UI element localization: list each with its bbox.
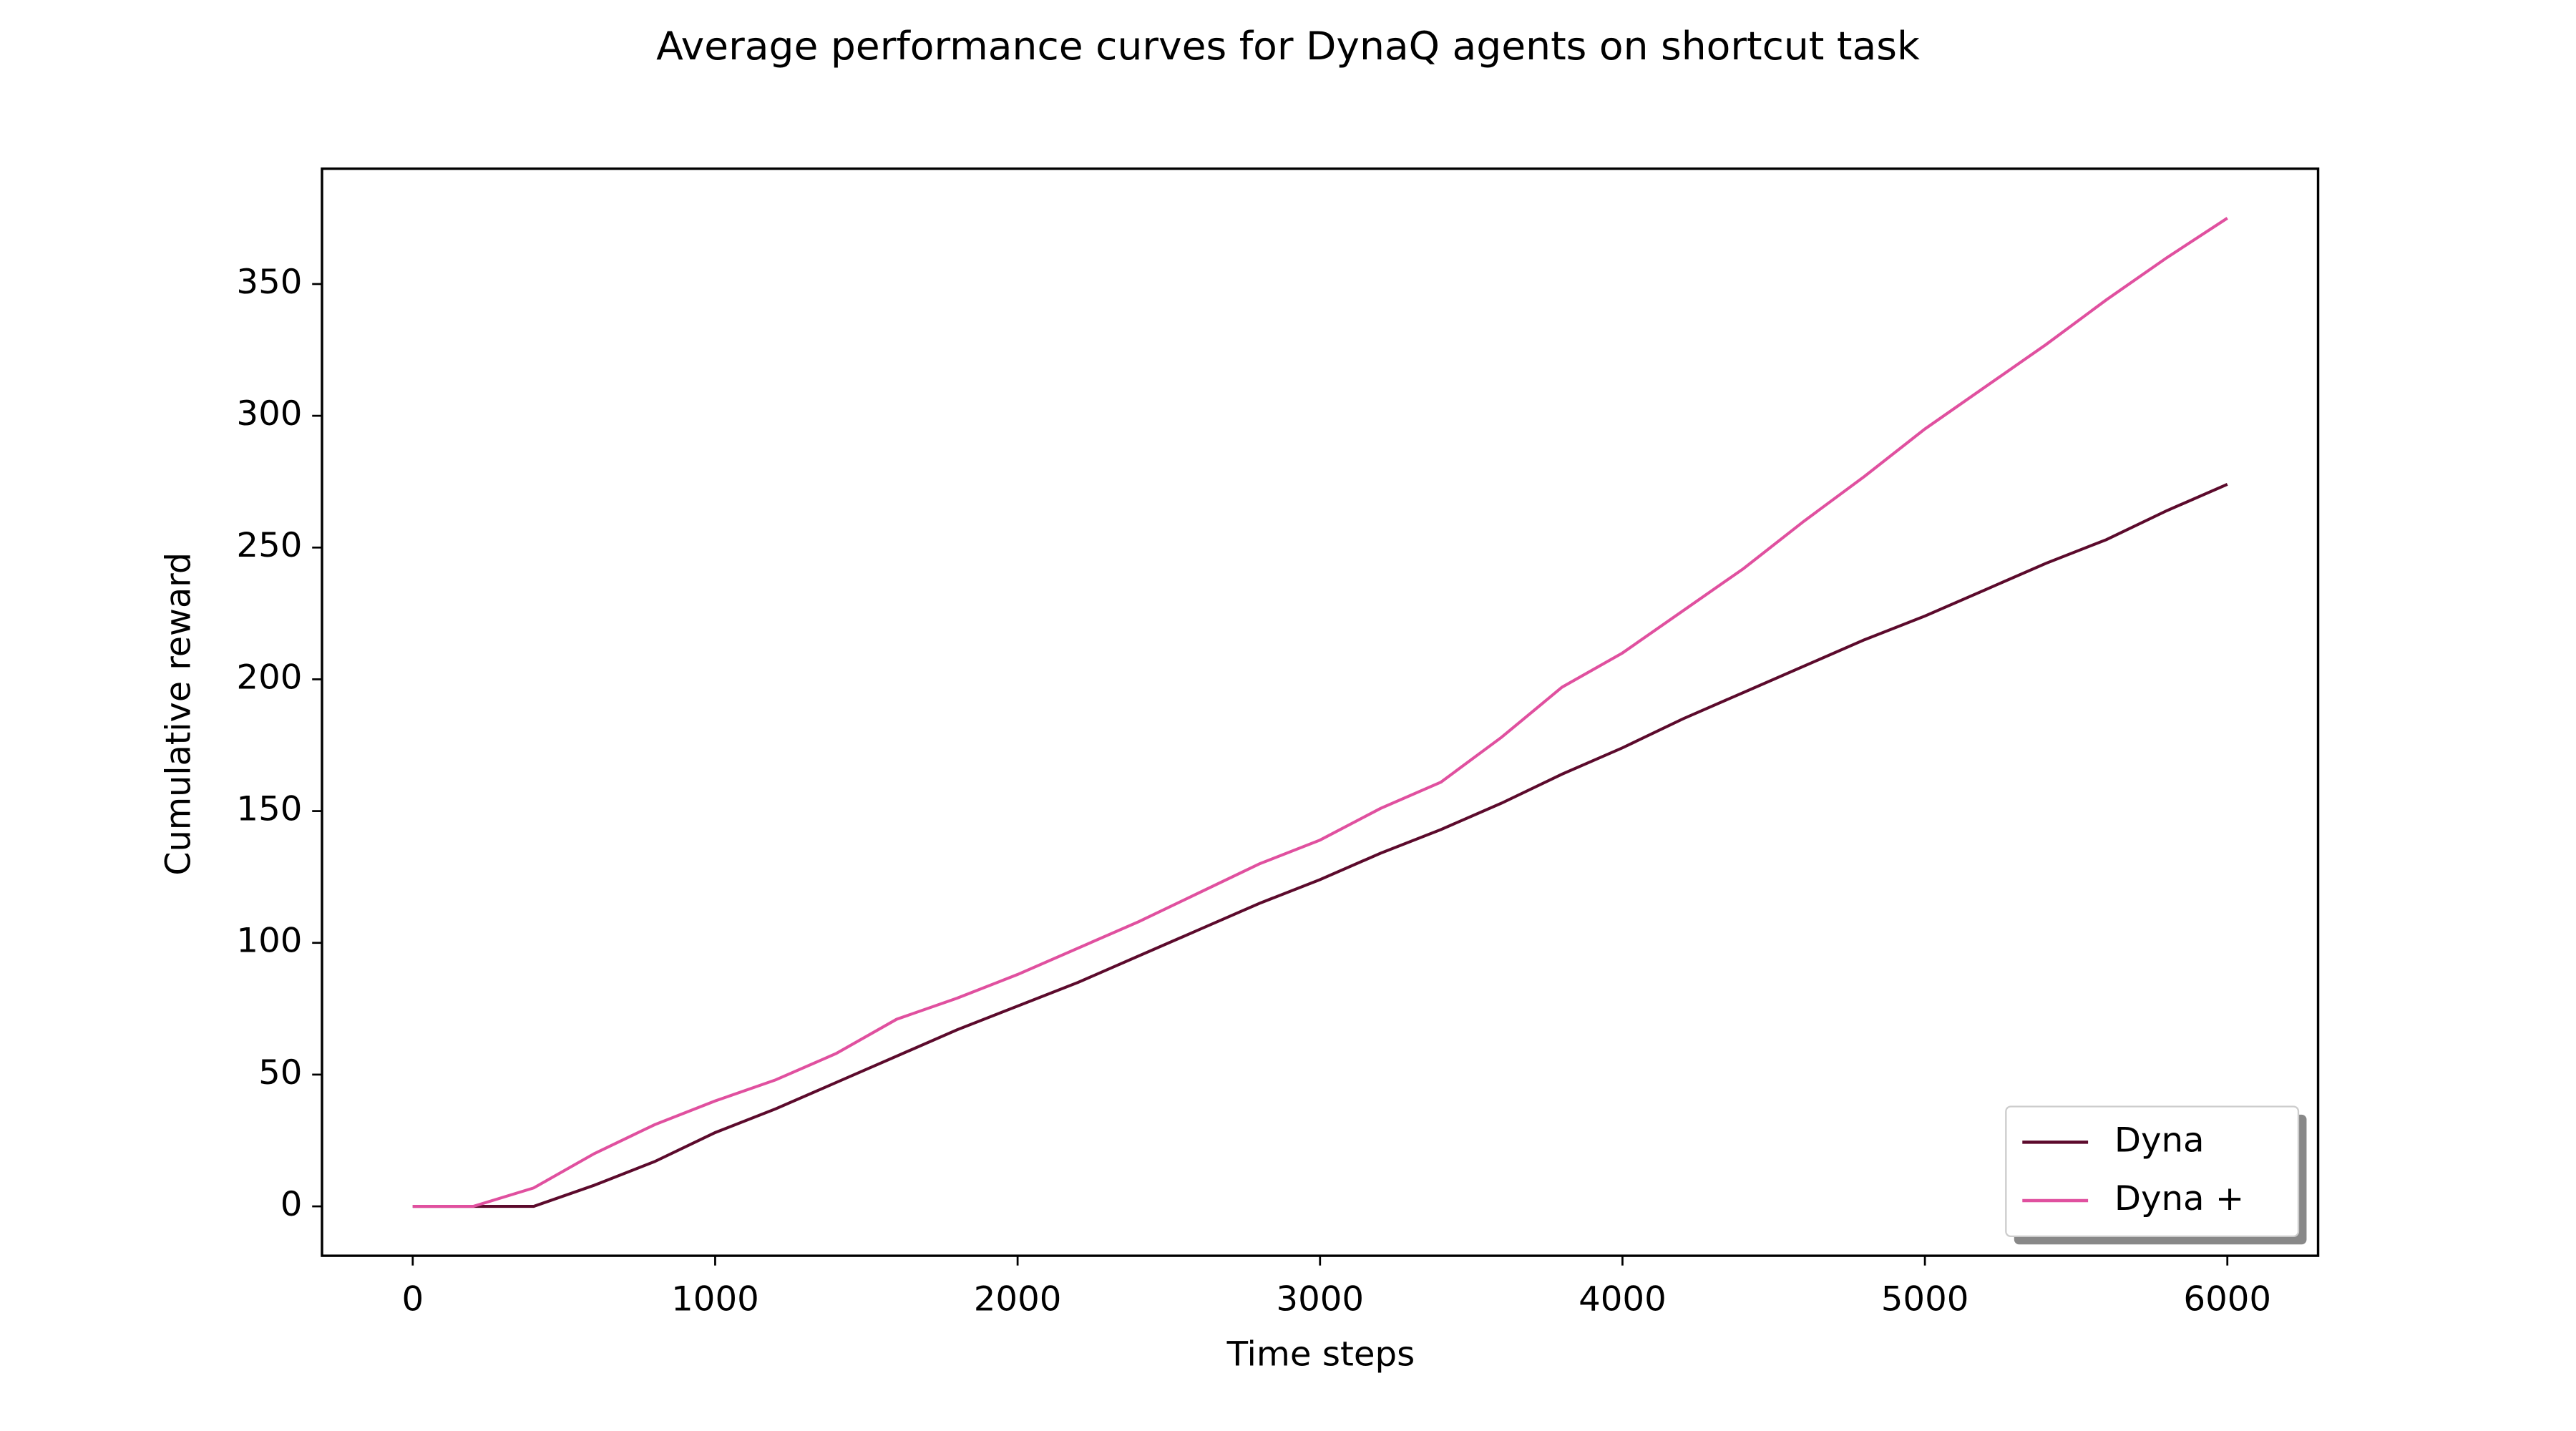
- series-line: [412, 217, 2228, 1208]
- y-tick-label: 250: [236, 526, 302, 565]
- y-axis-label: Cumulative reward: [159, 552, 198, 876]
- y-tick-label: 0: [280, 1185, 303, 1224]
- legend-label: Dyna +: [2114, 1179, 2244, 1218]
- legend-box: [2005, 1105, 2300, 1238]
- x-tick-label: 6000: [2183, 1280, 2271, 1319]
- series-line: [412, 483, 2228, 1208]
- y-tick-label: 350: [236, 263, 302, 302]
- axes-frame: [321, 167, 2320, 1257]
- chart-title: Average performance curves for DynaQ age…: [656, 23, 1920, 69]
- x-tick-label: 5000: [1881, 1280, 1969, 1319]
- x-tick-label: 3000: [1276, 1280, 1364, 1319]
- legend: Dyna Dyna +: [2005, 1105, 2307, 1245]
- y-tick-label: 100: [236, 922, 302, 961]
- legend-label: Dyna: [2114, 1121, 2205, 1161]
- y-tick-label: 150: [236, 790, 302, 829]
- y-tick-label: 300: [236, 394, 302, 434]
- x-tick-label: 2000: [974, 1280, 1062, 1319]
- x-tick-label: 1000: [671, 1280, 759, 1319]
- y-tick-label: 200: [236, 658, 302, 698]
- x-axis-label: Time steps: [1226, 1335, 1415, 1374]
- y-tick-label: 50: [258, 1053, 302, 1093]
- x-tick-label: 0: [401, 1280, 424, 1319]
- x-tick-label: 4000: [1579, 1280, 1667, 1319]
